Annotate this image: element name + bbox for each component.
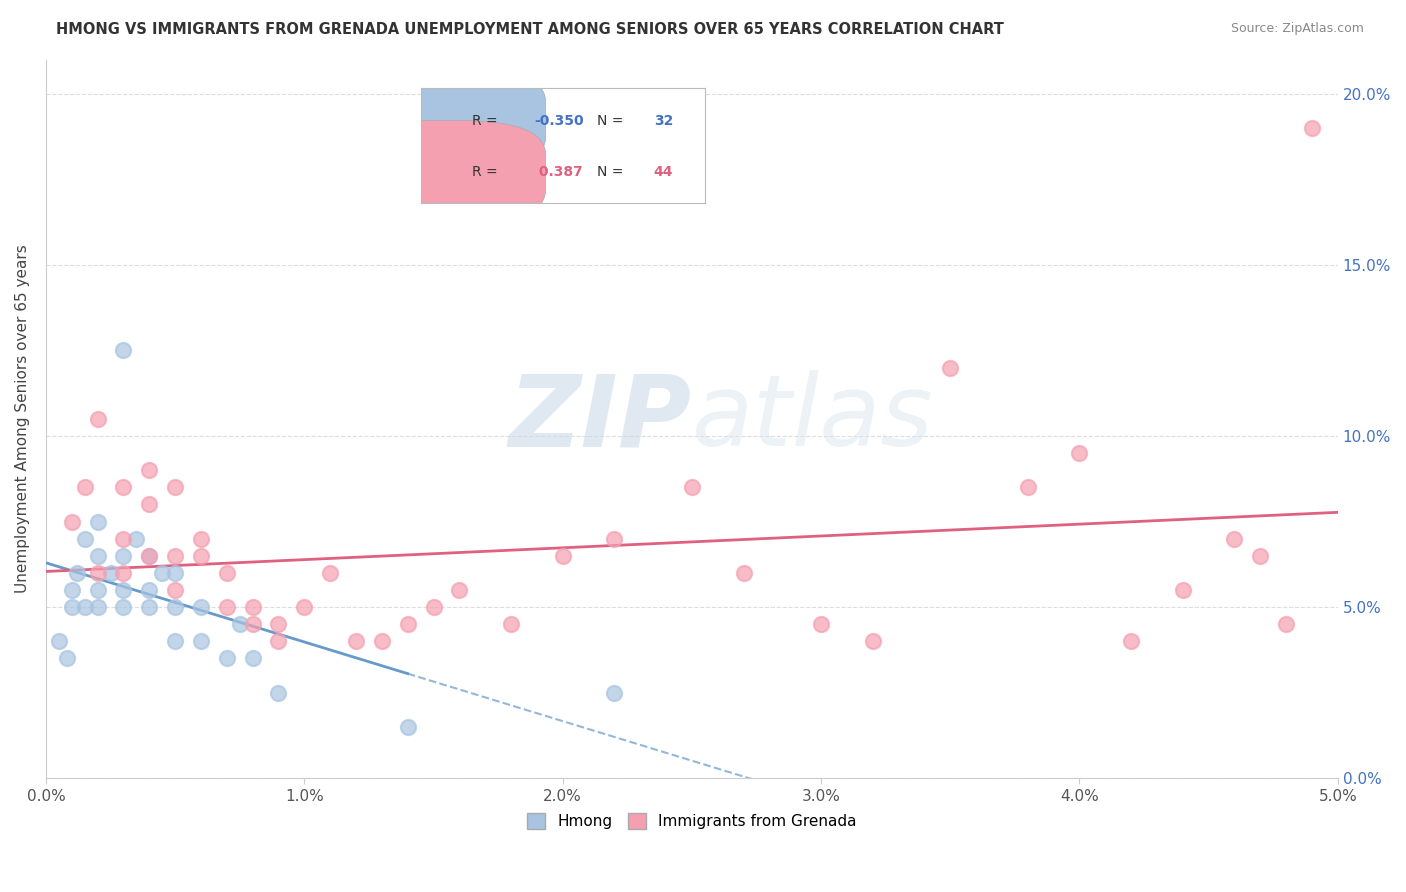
Point bbox=[267, 686, 290, 700]
Point bbox=[1017, 480, 1039, 494]
Point bbox=[60, 600, 83, 615]
Point bbox=[862, 634, 884, 648]
Point bbox=[138, 463, 160, 477]
Point bbox=[449, 582, 471, 597]
Point bbox=[86, 600, 108, 615]
Point bbox=[242, 600, 264, 615]
Text: atlas: atlas bbox=[692, 370, 934, 467]
Text: HMONG VS IMMIGRANTS FROM GRENADA UNEMPLOYMENT AMONG SENIORS OVER 65 YEARS CORREL: HMONG VS IMMIGRANTS FROM GRENADA UNEMPLO… bbox=[56, 22, 1004, 37]
Point bbox=[125, 532, 148, 546]
Point bbox=[190, 549, 212, 563]
Point bbox=[371, 634, 394, 648]
Point bbox=[422, 600, 444, 615]
Point bbox=[603, 686, 626, 700]
Point bbox=[267, 617, 290, 632]
Point bbox=[165, 582, 187, 597]
Point bbox=[138, 600, 160, 615]
Point bbox=[242, 651, 264, 665]
Point bbox=[73, 532, 96, 546]
Y-axis label: Unemployment Among Seniors over 65 years: Unemployment Among Seniors over 65 years bbox=[15, 244, 30, 593]
Point bbox=[60, 582, 83, 597]
Point bbox=[138, 498, 160, 512]
Point bbox=[551, 549, 574, 563]
Point bbox=[73, 600, 96, 615]
Point bbox=[165, 549, 187, 563]
Point bbox=[229, 617, 252, 632]
Point bbox=[86, 549, 108, 563]
Point bbox=[215, 600, 238, 615]
Point bbox=[138, 582, 160, 597]
Point bbox=[499, 617, 522, 632]
Point bbox=[100, 566, 122, 580]
Point bbox=[86, 566, 108, 580]
Point bbox=[396, 720, 419, 734]
Point bbox=[1119, 634, 1142, 648]
Point bbox=[165, 634, 187, 648]
Point bbox=[319, 566, 342, 580]
Point bbox=[165, 600, 187, 615]
Point bbox=[215, 651, 238, 665]
Point bbox=[73, 480, 96, 494]
Point bbox=[344, 634, 367, 648]
Point bbox=[60, 515, 83, 529]
Point bbox=[150, 566, 173, 580]
Point bbox=[86, 582, 108, 597]
Legend: Hmong, Immigrants from Grenada: Hmong, Immigrants from Grenada bbox=[520, 807, 863, 835]
Point bbox=[215, 566, 238, 580]
Point bbox=[292, 600, 315, 615]
Point bbox=[396, 617, 419, 632]
Point bbox=[733, 566, 755, 580]
Point bbox=[1275, 617, 1298, 632]
Point bbox=[86, 412, 108, 426]
Point bbox=[1223, 532, 1246, 546]
Point bbox=[112, 549, 135, 563]
Point bbox=[112, 566, 135, 580]
Point bbox=[112, 600, 135, 615]
Point bbox=[86, 515, 108, 529]
Point bbox=[190, 634, 212, 648]
Point bbox=[1171, 582, 1194, 597]
Point bbox=[165, 480, 187, 494]
Point bbox=[939, 360, 962, 375]
Point bbox=[112, 480, 135, 494]
Point bbox=[112, 343, 135, 358]
Point bbox=[1301, 121, 1323, 136]
Point bbox=[603, 532, 626, 546]
Point bbox=[190, 600, 212, 615]
Point bbox=[681, 480, 703, 494]
Point bbox=[165, 566, 187, 580]
Point bbox=[66, 566, 89, 580]
Point bbox=[138, 549, 160, 563]
Point bbox=[55, 651, 77, 665]
Point bbox=[112, 532, 135, 546]
Text: ZIP: ZIP bbox=[509, 370, 692, 467]
Point bbox=[190, 532, 212, 546]
Point bbox=[112, 582, 135, 597]
Point bbox=[138, 549, 160, 563]
Point bbox=[1069, 446, 1091, 460]
Point bbox=[1249, 549, 1271, 563]
Text: Source: ZipAtlas.com: Source: ZipAtlas.com bbox=[1230, 22, 1364, 36]
Point bbox=[810, 617, 832, 632]
Point bbox=[267, 634, 290, 648]
Point bbox=[242, 617, 264, 632]
Point bbox=[48, 634, 70, 648]
